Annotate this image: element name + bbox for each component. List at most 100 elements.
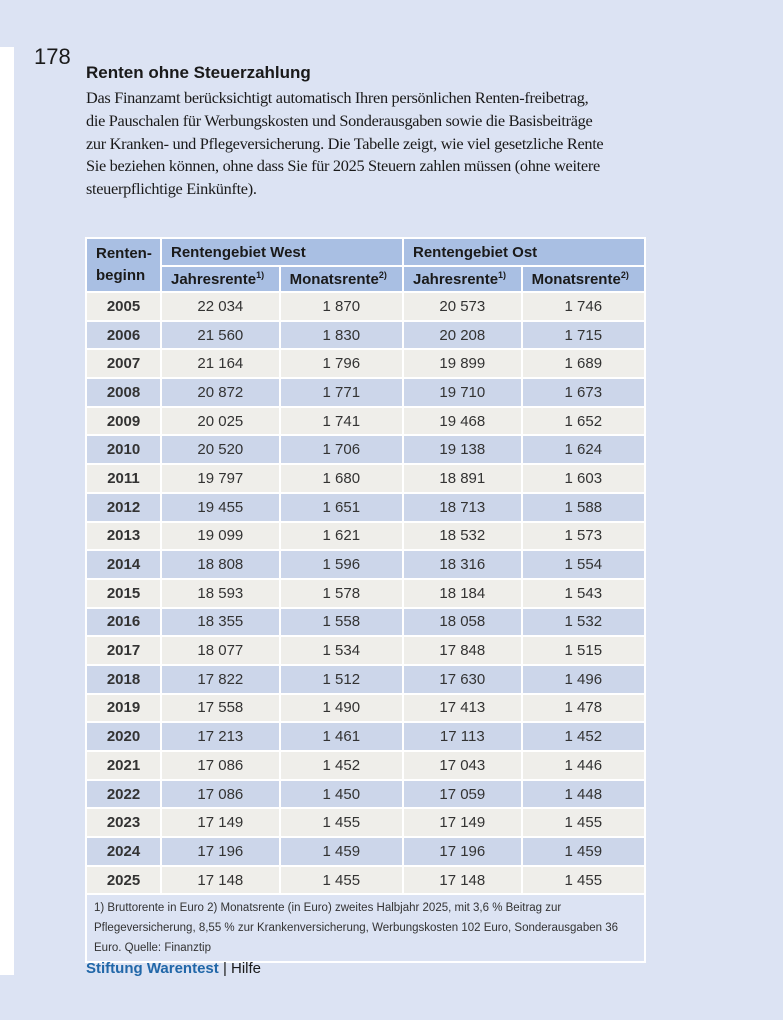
table-row: 2011 19 797 1 680 18 891 1 603 xyxy=(85,463,647,494)
table-row: 2021 17 086 1 452 17 043 1 446 xyxy=(85,750,647,781)
pension-table: Renten-beginn Rentengebiet West Rentenge… xyxy=(85,237,647,964)
ost-jahresrente: 19 710 xyxy=(401,377,523,408)
header-west-jahres: Jahresrente1) xyxy=(160,265,281,293)
section-name: Hilfe xyxy=(231,960,262,977)
year: 2007 xyxy=(85,348,162,380)
west-monatsrente: 1 706 xyxy=(278,434,404,466)
brand-name: Stiftung Warentest xyxy=(86,960,219,977)
table-row: 2006 21 560 1 830 20 208 1 715 xyxy=(85,319,647,351)
table-row: 2009 20 025 1 741 19 468 1 652 xyxy=(85,405,647,437)
west-monatsrente: 1 450 xyxy=(278,778,404,810)
table-row: 2019 17 558 1 490 17 413 1 478 xyxy=(85,692,647,724)
west-monatsrente: 1 558 xyxy=(278,606,404,638)
table-row: 2020 17 213 1 461 17 113 1 452 xyxy=(85,721,647,752)
year: 2015 xyxy=(85,577,162,609)
west-jahresrente: 21 560 xyxy=(160,319,281,351)
table-row: 2010 20 520 1 706 19 138 1 624 xyxy=(85,434,647,466)
page-number: 178 xyxy=(34,44,71,69)
west-monatsrente: 1 455 xyxy=(278,807,404,839)
year: 2013 xyxy=(85,520,162,552)
west-monatsrente: 1 680 xyxy=(278,463,404,494)
year: 2008 xyxy=(85,377,162,408)
ost-monatsrente: 1 496 xyxy=(520,663,647,695)
year: 2025 xyxy=(85,864,162,896)
west-jahresrente: 18 355 xyxy=(160,606,281,638)
year: 2010 xyxy=(85,434,162,466)
ost-jahresrente: 20 573 xyxy=(401,291,523,322)
ost-monatsrente: 1 746 xyxy=(520,291,647,322)
table-row: 2018 17 822 1 512 17 630 1 496 xyxy=(85,663,647,695)
west-jahresrente: 19 099 xyxy=(160,520,281,552)
ost-jahresrente: 19 468 xyxy=(401,405,523,437)
header-west-monats: Monatsrente2) xyxy=(278,265,404,293)
west-monatsrente: 1 455 xyxy=(278,864,404,896)
header-ost-jahres: Jahresrente1) xyxy=(401,265,523,293)
west-monatsrente: 1 741 xyxy=(278,405,404,437)
ost-monatsrente: 1 603 xyxy=(520,463,647,494)
west-monatsrente: 1 771 xyxy=(278,377,404,408)
header-year: Renten-beginn xyxy=(85,237,162,293)
west-jahresrente: 17 213 xyxy=(160,721,281,752)
header-ost-monats: Monatsrente2) xyxy=(520,265,647,293)
year: 2023 xyxy=(85,807,162,839)
intro-paragraph: Das Finanzamt berücksichtigt automatisch… xyxy=(86,88,604,199)
ost-jahresrente: 19 899 xyxy=(401,348,523,380)
west-monatsrente: 1 512 xyxy=(278,663,404,695)
ost-jahresrente: 18 532 xyxy=(401,520,523,552)
west-monatsrente: 1 459 xyxy=(278,836,404,867)
west-monatsrente: 1 452 xyxy=(278,750,404,781)
ost-jahresrente: 18 316 xyxy=(401,549,523,580)
west-jahresrente: 21 164 xyxy=(160,348,281,380)
ost-monatsrente: 1 452 xyxy=(520,721,647,752)
ost-jahresrente: 18 713 xyxy=(401,491,523,523)
west-jahresrente: 20 520 xyxy=(160,434,281,466)
west-jahresrente: 17 558 xyxy=(160,692,281,724)
west-jahresrente: 17 148 xyxy=(160,864,281,896)
ost-jahresrente: 20 208 xyxy=(401,319,523,351)
west-monatsrente: 1 490 xyxy=(278,692,404,724)
ost-jahresrente: 18 891 xyxy=(401,463,523,494)
ost-jahresrente: 19 138 xyxy=(401,434,523,466)
ost-monatsrente: 1 652 xyxy=(520,405,647,437)
west-monatsrente: 1 534 xyxy=(278,635,404,666)
ost-jahresrente: 17 148 xyxy=(401,864,523,896)
west-jahresrente: 17 149 xyxy=(160,807,281,839)
ost-monatsrente: 1 459 xyxy=(520,836,647,867)
ost-jahresrente: 17 113 xyxy=(401,721,523,752)
west-jahresrente: 18 077 xyxy=(160,635,281,666)
table-row: 2016 18 355 1 558 18 058 1 532 xyxy=(85,606,647,638)
ost-jahresrente: 17 043 xyxy=(401,750,523,781)
ost-monatsrente: 1 448 xyxy=(520,778,647,810)
year: 2006 xyxy=(85,319,162,351)
ost-monatsrente: 1 624 xyxy=(520,434,647,466)
west-monatsrente: 1 578 xyxy=(278,577,404,609)
west-jahresrente: 19 455 xyxy=(160,491,281,523)
year: 2017 xyxy=(85,635,162,666)
footer-brand: Stiftung Warentest | Hilfe xyxy=(86,960,262,977)
ost-monatsrente: 1 446 xyxy=(520,750,647,781)
ost-jahresrente: 17 149 xyxy=(401,807,523,839)
year: 2024 xyxy=(85,836,162,867)
table-row: 2014 18 808 1 596 18 316 1 554 xyxy=(85,549,647,580)
west-jahresrente: 18 593 xyxy=(160,577,281,609)
west-monatsrente: 1 870 xyxy=(278,291,404,322)
year: 2014 xyxy=(85,549,162,580)
ost-jahresrente: 17 196 xyxy=(401,836,523,867)
year: 2021 xyxy=(85,750,162,781)
section-title: Renten ohne Steuerzahlung xyxy=(86,63,311,82)
footnote: 1) Bruttorente in Euro 2) Monatsrente (i… xyxy=(85,893,646,964)
ost-monatsrente: 1 588 xyxy=(520,491,647,523)
year: 2016 xyxy=(85,606,162,638)
ost-monatsrente: 1 455 xyxy=(520,864,647,896)
west-jahresrente: 17 822 xyxy=(160,663,281,695)
west-jahresrente: 17 086 xyxy=(160,750,281,781)
ost-jahresrente: 17 848 xyxy=(401,635,523,666)
table-row: 2025 17 148 1 455 17 148 1 455 xyxy=(85,864,647,896)
table-row: 2024 17 196 1 459 17 196 1 459 xyxy=(85,836,647,867)
ost-jahresrente: 17 413 xyxy=(401,692,523,724)
west-monatsrente: 1 461 xyxy=(278,721,404,752)
table-row: 2013 19 099 1 621 18 532 1 573 xyxy=(85,520,647,552)
year: 2009 xyxy=(85,405,162,437)
table-row: 2005 22 034 1 870 20 573 1 746 xyxy=(85,291,647,322)
ost-jahresrente: 17 630 xyxy=(401,663,523,695)
